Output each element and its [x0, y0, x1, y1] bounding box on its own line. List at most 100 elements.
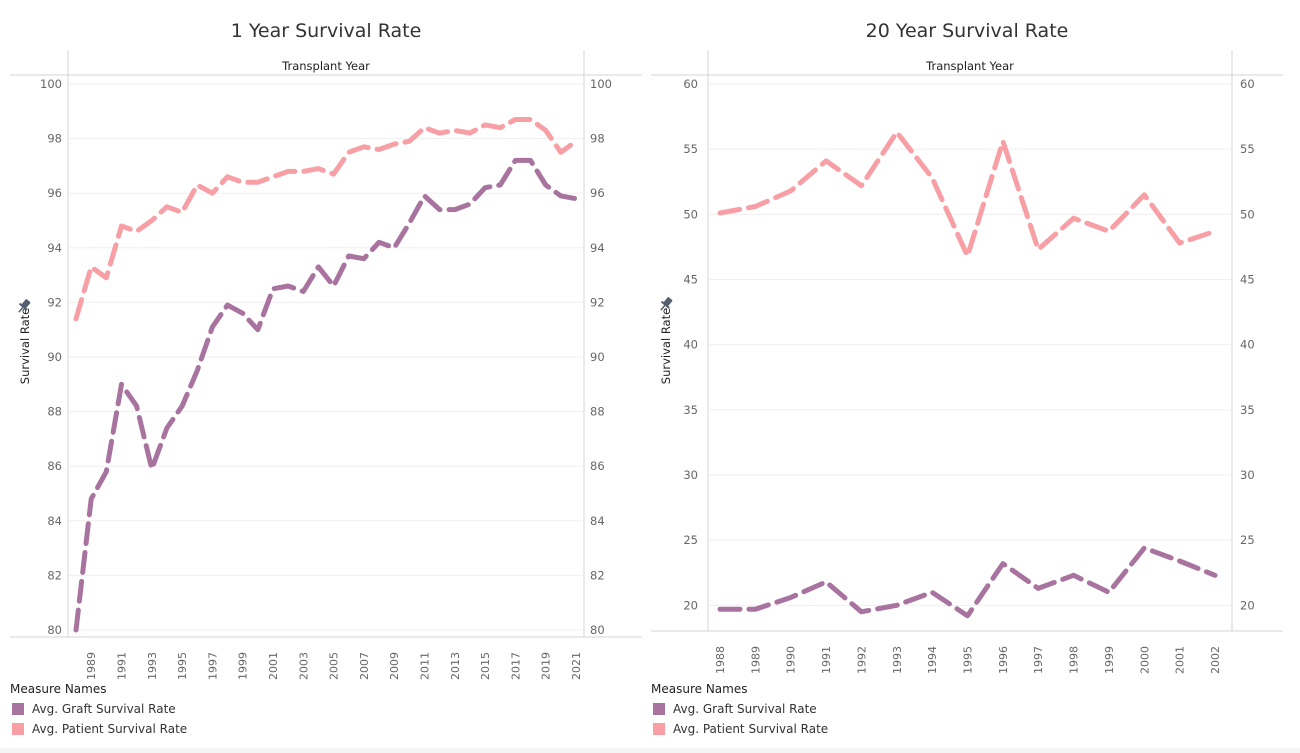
- x-tick-label: 1991: [115, 652, 128, 680]
- pin-base: [660, 300, 670, 309]
- x-tick-label: 2019: [540, 652, 553, 680]
- legend-left: Measure Names Avg. Graft Survival Rate Avg…: [10, 682, 187, 736]
- x-tick-label: 1995: [176, 652, 189, 680]
- y-tick-label-left: 20: [683, 598, 698, 612]
- twenty-year-survival-chart: 20 Year Survival Rate Transplant Year 20 20…: [651, 20, 1283, 674]
- x-tick-label: 1999: [1103, 646, 1116, 674]
- y-tick-label-right: 86: [590, 459, 605, 473]
- x-tick-label: 1997: [1032, 646, 1045, 674]
- legend-right: Measure Names Avg. Graft Survival Rate Avg…: [651, 682, 828, 736]
- x-tick-label: 2001: [1174, 646, 1187, 674]
- x-tick-label: 1992: [855, 646, 868, 674]
- x-tick-label: 1988: [714, 646, 727, 674]
- x-tick-label: 1990: [785, 646, 798, 674]
- y-axis-title: Survival Rate: [18, 308, 32, 384]
- x-tick-label: 2002: [1209, 646, 1222, 674]
- x-tick-label: 2009: [388, 652, 401, 680]
- y-tick-label-right: 88: [590, 405, 605, 419]
- y-tick-label-left: 45: [683, 272, 698, 286]
- y-tick-label-right: 84: [590, 514, 605, 528]
- y-tick-label-left: 84: [47, 514, 62, 528]
- patient-survival-line: [717, 129, 1218, 259]
- y-tick-label-right: 92: [590, 295, 605, 309]
- x-tick-label: 1997: [206, 652, 219, 680]
- x-tick-label: 1993: [891, 646, 904, 674]
- y-tick-label-right: 90: [590, 350, 605, 364]
- x-tick-label: 2001: [267, 652, 280, 680]
- y-tick-label-left: 35: [683, 403, 698, 417]
- x-tick-label: 2021: [570, 652, 583, 680]
- y-tick-label-left: 100: [40, 77, 62, 91]
- y-tick-label-right: 50: [1240, 207, 1255, 221]
- legend-swatch-patient: [12, 723, 24, 735]
- legend-swatch-graft: [653, 703, 665, 715]
- graft-survival-line: [73, 157, 579, 633]
- x-tick-label: 1996: [997, 646, 1010, 674]
- x-tick-label: 1989: [749, 646, 762, 674]
- y-tick-label-left: 55: [683, 142, 698, 156]
- y-tick-label-right: 82: [590, 568, 605, 582]
- pin-base: [18, 302, 28, 311]
- chart-title: 20 Year Survival Rate: [866, 20, 1069, 42]
- y-tick-label-right: 30: [1240, 468, 1255, 482]
- bottom-band: [0, 748, 1300, 753]
- legend-item-label: Avg. Patient Survival Rate: [673, 722, 828, 736]
- x-tick-label: 2015: [479, 652, 492, 680]
- legend-item-label: Avg. Graft Survival Rate: [32, 702, 176, 716]
- x-tick-label: 2000: [1138, 646, 1151, 674]
- x-tick-label: 1989: [85, 652, 98, 680]
- x-tick-label: 2007: [358, 652, 371, 680]
- pin-icon: [660, 297, 673, 311]
- pin-needle: [660, 305, 666, 311]
- x-tick-label: 1999: [237, 652, 250, 680]
- legend-title: Measure Names: [10, 682, 106, 696]
- chart-title: 1 Year Survival Rate: [231, 20, 422, 42]
- y-tick-label-right: 25: [1240, 533, 1255, 547]
- y-tick-label-right: 40: [1240, 338, 1255, 352]
- y-tick-label-right: 94: [590, 241, 605, 255]
- y-tick-label-left: 94: [47, 241, 62, 255]
- y-tick-label-left: 82: [47, 568, 62, 582]
- x-tick-label: 1991: [820, 646, 833, 674]
- legend-item-label: Avg. Graft Survival Rate: [673, 702, 817, 716]
- y-tick-label-right: 80: [590, 623, 605, 637]
- y-tick-label-left: 80: [47, 623, 62, 637]
- x-tick-label: 1993: [146, 652, 159, 680]
- y-tick-label-left: 86: [47, 459, 62, 473]
- y-tick-label-right: 60: [1240, 77, 1255, 91]
- graft-survival-line: [717, 545, 1218, 619]
- legend-swatch-graft: [12, 703, 24, 715]
- x-tick-label: 2005: [328, 652, 341, 680]
- x-tick-label: 1995: [962, 646, 975, 674]
- column-header: Transplant Year: [925, 59, 1014, 73]
- y-tick-label-left: 50: [683, 207, 698, 221]
- x-tick-label: 2017: [509, 652, 522, 680]
- y-tick-label-right: 100: [590, 77, 612, 91]
- y-tick-label-right: 55: [1240, 142, 1255, 156]
- y-tick-label-left: 25: [683, 533, 698, 547]
- x-tick-label: 2013: [449, 652, 462, 680]
- y-tick-label-right: 20: [1240, 598, 1255, 612]
- y-tick-label-right: 35: [1240, 403, 1255, 417]
- y-tick-label-left: 40: [683, 338, 698, 352]
- y-tick-label-left: 98: [47, 132, 62, 146]
- x-tick-label: 1994: [926, 646, 939, 674]
- patient-survival-line: [73, 117, 579, 322]
- pin-icon: [18, 299, 31, 313]
- y-tick-label-right: 45: [1240, 272, 1255, 286]
- y-tick-label-left: 60: [683, 77, 698, 91]
- legend-item-label: Avg. Patient Survival Rate: [32, 722, 187, 736]
- x-tick-label: 2011: [418, 652, 431, 680]
- y-tick-label-left: 90: [47, 350, 62, 364]
- column-header: Transplant Year: [281, 59, 370, 73]
- legend-swatch-patient: [653, 723, 665, 735]
- y-tick-label-left: 88: [47, 405, 62, 419]
- legend-title: Measure Names: [651, 682, 747, 696]
- y-tick-label-right: 98: [590, 132, 605, 146]
- y-tick-label-left: 96: [47, 186, 62, 200]
- one-year-survival-chart: 1 Year Survival Rate Transplant Year 80 80 8…: [10, 20, 642, 680]
- pin-needle: [18, 307, 24, 313]
- y-tick-label-left: 30: [683, 468, 698, 482]
- x-tick-label: 2003: [297, 652, 310, 680]
